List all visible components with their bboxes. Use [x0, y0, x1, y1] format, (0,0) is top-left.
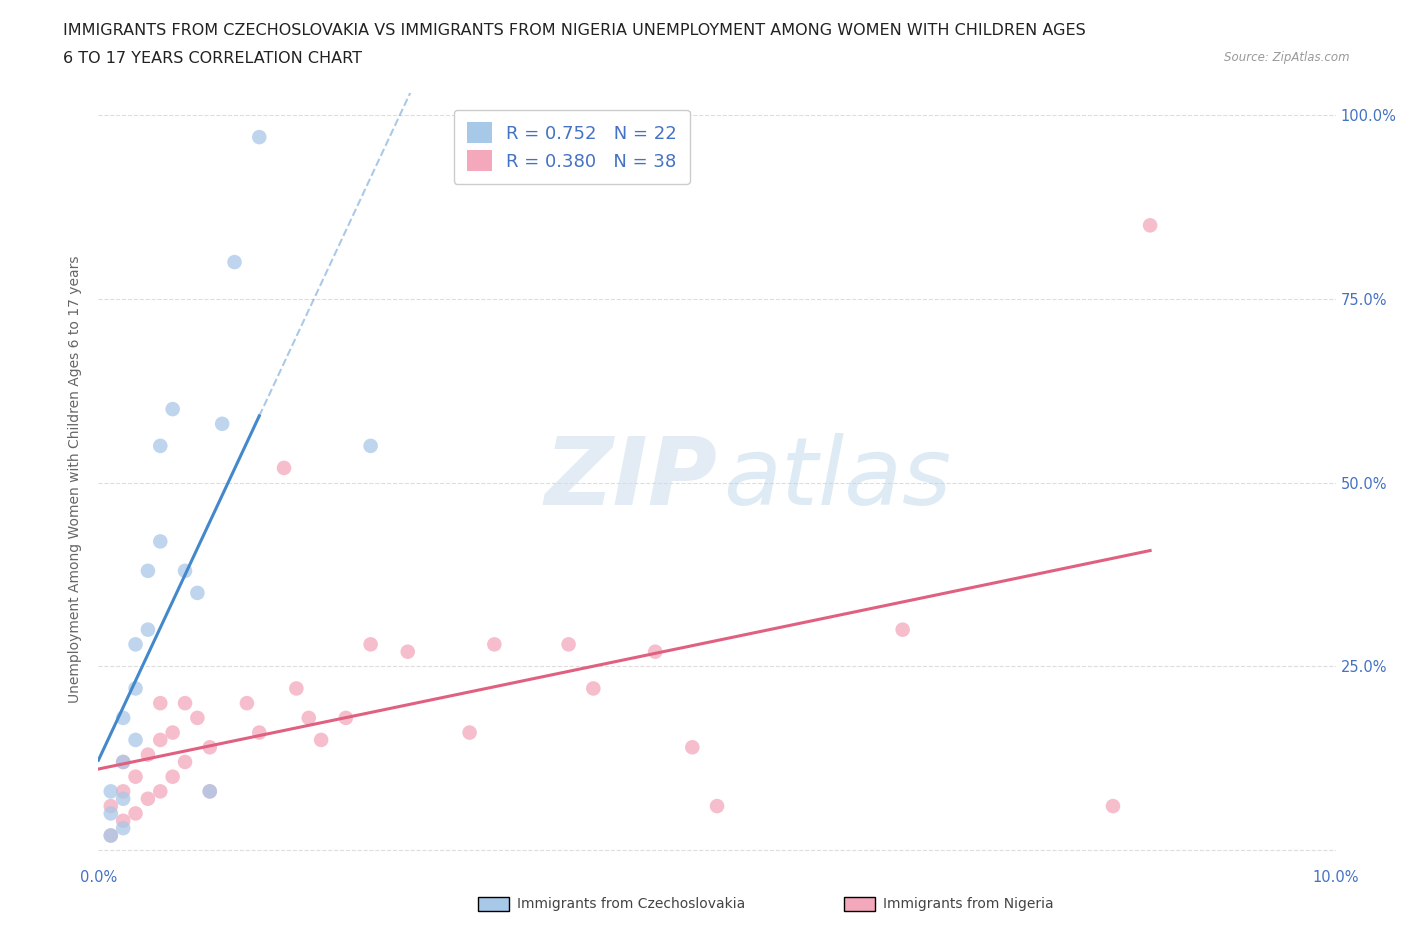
Point	[112, 784, 135, 799]
Legend: R = 0.752   N = 22, R = 0.380   N = 38: R = 0.752 N = 22, R = 0.380 N = 38	[454, 110, 689, 184]
Point	[360, 438, 382, 453]
Text: 6 TO 17 YEARS CORRELATION CHART: 6 TO 17 YEARS CORRELATION CHART	[63, 51, 363, 66]
Point	[247, 129, 270, 144]
Point	[100, 799, 122, 814]
Point	[1102, 799, 1125, 814]
Point	[149, 438, 172, 453]
Text: IMMIGRANTS FROM CZECHOSLOVAKIA VS IMMIGRANTS FROM NIGERIA UNEMPLOYMENT AMONG WOM: IMMIGRANTS FROM CZECHOSLOVAKIA VS IMMIGR…	[63, 23, 1085, 38]
Point	[100, 784, 122, 799]
Text: atlas: atlas	[723, 433, 952, 525]
Point	[100, 806, 122, 821]
Point	[285, 681, 308, 696]
Point	[100, 828, 122, 843]
Point	[186, 586, 208, 601]
Point	[124, 769, 146, 784]
Point	[174, 564, 197, 578]
Point	[236, 696, 259, 711]
Point	[112, 791, 135, 806]
Point	[112, 711, 135, 725]
Point	[136, 622, 159, 637]
Point	[124, 806, 146, 821]
Point	[1139, 218, 1161, 232]
Point	[309, 733, 332, 748]
Point	[458, 725, 481, 740]
Text: Source: ZipAtlas.com: Source: ZipAtlas.com	[1225, 51, 1350, 64]
Point	[174, 754, 197, 769]
Point	[112, 754, 135, 769]
Point	[335, 711, 357, 725]
Point	[149, 733, 172, 748]
Point	[186, 711, 208, 725]
Point	[211, 417, 233, 432]
Point	[396, 644, 419, 659]
Point	[149, 696, 172, 711]
Point	[298, 711, 321, 725]
Point	[706, 799, 728, 814]
Point	[360, 637, 382, 652]
Point	[124, 733, 146, 748]
Point	[162, 402, 184, 417]
Point	[273, 460, 295, 475]
Text: Immigrants from Nigeria: Immigrants from Nigeria	[883, 897, 1053, 911]
Point	[149, 534, 172, 549]
Y-axis label: Unemployment Among Women with Children Ages 6 to 17 years: Unemployment Among Women with Children A…	[69, 255, 83, 703]
Point	[891, 622, 914, 637]
Point	[112, 754, 135, 769]
Point	[149, 784, 172, 799]
Point	[557, 637, 579, 652]
Text: ZIP: ZIP	[544, 433, 717, 525]
Point	[124, 637, 146, 652]
Text: Immigrants from Czechoslovakia: Immigrants from Czechoslovakia	[517, 897, 745, 911]
Point	[112, 820, 135, 835]
Point	[124, 681, 146, 696]
Point	[644, 644, 666, 659]
Point	[198, 784, 221, 799]
Point	[681, 740, 703, 755]
Point	[198, 784, 221, 799]
Point	[136, 747, 159, 762]
Point	[484, 637, 506, 652]
Point	[162, 725, 184, 740]
Point	[136, 791, 159, 806]
Point	[112, 814, 135, 829]
Point	[100, 828, 122, 843]
Point	[198, 740, 221, 755]
Point	[224, 255, 246, 270]
Point	[582, 681, 605, 696]
Point	[162, 769, 184, 784]
Point	[136, 564, 159, 578]
Point	[247, 725, 270, 740]
Point	[174, 696, 197, 711]
